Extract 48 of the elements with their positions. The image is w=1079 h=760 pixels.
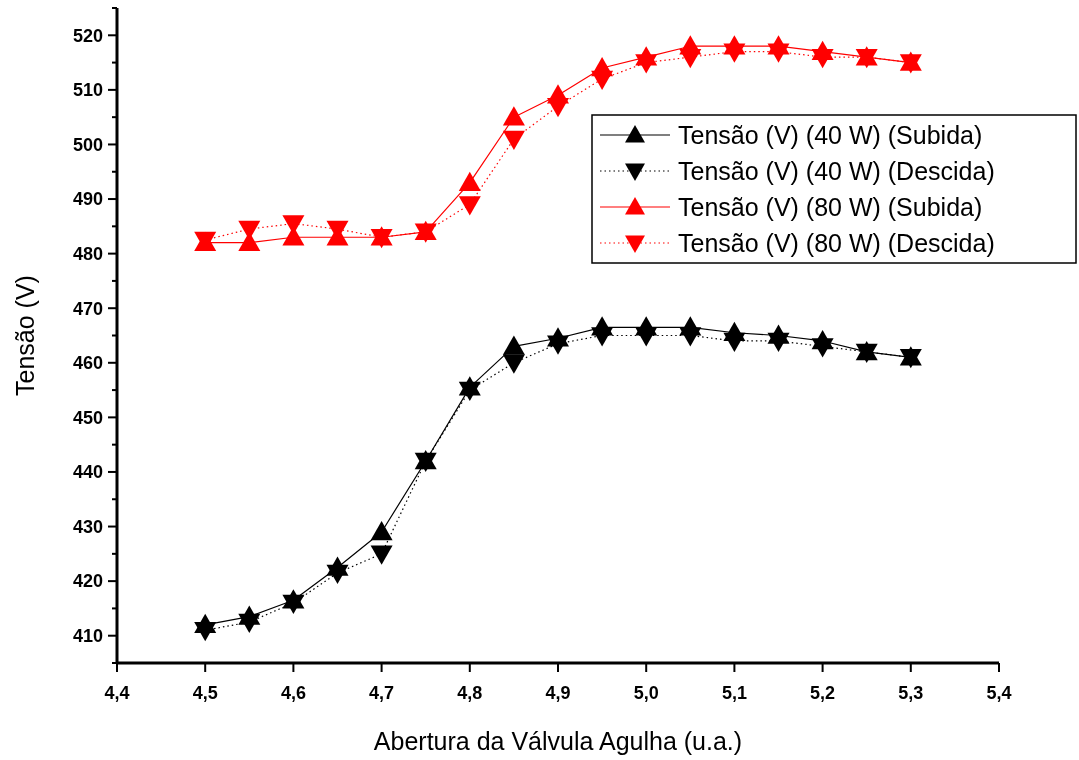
point: [811, 338, 834, 358]
y-tick-label: 430: [72, 516, 103, 537]
legend-label: Tensão (V) (80 W) (Subida): [678, 192, 983, 221]
x-tick-label: 5,2: [810, 683, 836, 703]
x-tick-label: 4,4: [104, 683, 130, 703]
point: [502, 335, 525, 355]
x-tick-label: 5,0: [633, 683, 659, 703]
y-axis-title: Tensão (V): [11, 275, 39, 396]
x-tick-label: 4,5: [192, 683, 218, 703]
x-tick-label: 4,9: [545, 683, 571, 703]
point: [635, 327, 658, 347]
x-axis-title: Abertura da Válvula Agulha (u.a.): [373, 727, 743, 755]
point: [370, 545, 393, 565]
point: [679, 327, 702, 347]
y-tick-label: 510: [72, 80, 103, 101]
point: [458, 196, 481, 216]
y-tick-label: 470: [72, 298, 103, 319]
y-tick-label: 490: [72, 189, 103, 210]
point: [238, 613, 261, 634]
y-tick-label: 460: [72, 353, 103, 374]
point: [326, 564, 349, 584]
y-tick-label: 450: [72, 407, 103, 428]
legend-label: Tensão (V) (80 W) (Descida): [678, 228, 995, 257]
point: [723, 332, 746, 352]
legend-label: Tensão (V) (40 W) (Descida): [678, 156, 995, 185]
x-tick-label: 4,7: [369, 683, 395, 703]
y-tick-label: 410: [72, 626, 103, 647]
point: [458, 171, 481, 191]
y-tick-label: 440: [72, 462, 103, 483]
point: [194, 622, 217, 642]
y-tick-label: 480: [72, 243, 103, 264]
x-tick-label: 4,8: [457, 683, 483, 703]
point: [591, 327, 614, 347]
x-tick-label: 5,1: [721, 683, 747, 703]
point: [547, 335, 569, 355]
y-tick-label: 500: [72, 134, 103, 155]
point: [767, 332, 790, 352]
point: [370, 521, 393, 541]
point: [591, 70, 614, 90]
point: [502, 130, 525, 150]
y-tick-label: 520: [72, 25, 103, 46]
x-tick-label: 4,6: [280, 683, 306, 703]
y-tick-label: 420: [72, 571, 103, 592]
point: [502, 354, 525, 374]
x-tick-label: 5,4: [986, 683, 1012, 703]
point: [502, 106, 525, 126]
x-tick-label: 5,3: [898, 683, 924, 703]
legend-label: Tensão (V) (40 W) (Subida): [678, 120, 983, 149]
